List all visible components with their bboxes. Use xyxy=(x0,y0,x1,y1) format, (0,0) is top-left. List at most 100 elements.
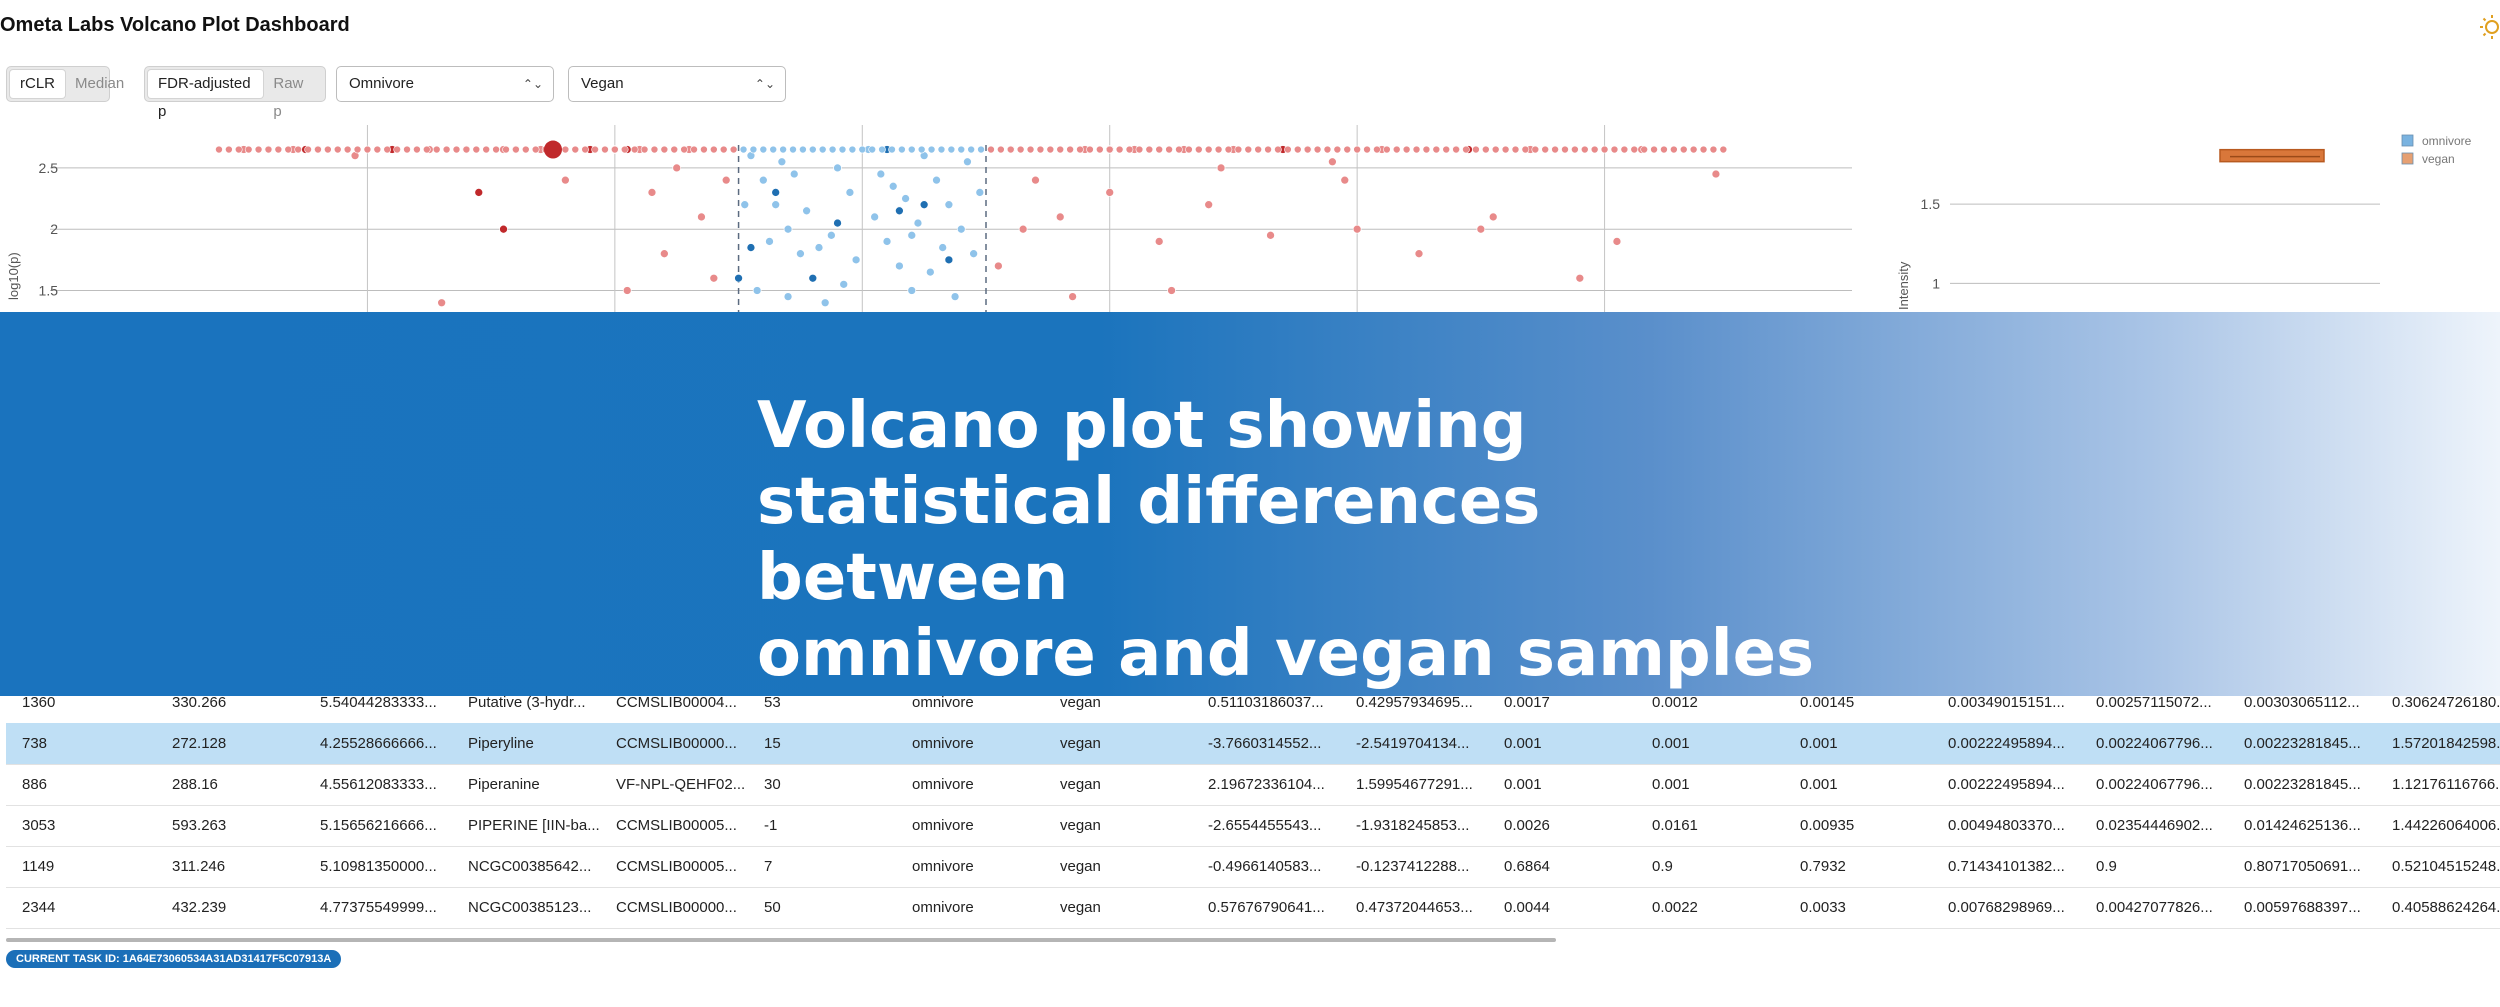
data-point[interactable] xyxy=(828,145,837,154)
group2-select[interactable]: Vegan ⌃⌄ xyxy=(568,66,786,102)
data-point[interactable] xyxy=(1580,145,1589,154)
data-point[interactable] xyxy=(907,286,917,295)
data-point[interactable] xyxy=(839,280,849,289)
data-point[interactable] xyxy=(975,188,985,197)
pvalue-option-raw[interactable]: Raw p xyxy=(273,75,304,120)
data-point[interactable] xyxy=(783,224,793,234)
data-point[interactable] xyxy=(472,145,481,154)
data-point[interactable] xyxy=(901,194,910,203)
data-point[interactable] xyxy=(1689,145,1698,154)
data-point[interactable] xyxy=(882,237,892,246)
data-point[interactable] xyxy=(502,145,510,154)
data-point[interactable] xyxy=(721,175,731,185)
data-point[interactable] xyxy=(647,188,657,197)
data-point[interactable] xyxy=(888,181,898,191)
selected-data-point[interactable] xyxy=(544,140,562,159)
table-row[interactable]: 1360 330.266 5.54044283333... Putative (3-h… xyxy=(6,682,2500,724)
data-point[interactable] xyxy=(324,145,332,154)
data-point[interactable] xyxy=(1154,237,1164,246)
data-point[interactable] xyxy=(818,145,827,154)
data-point[interactable] xyxy=(294,145,302,154)
data-point[interactable] xyxy=(944,200,954,210)
data-point[interactable] xyxy=(1442,145,1451,154)
table-horizontal-scrollbar[interactable] xyxy=(6,938,1556,942)
data-point[interactable] xyxy=(1266,230,1275,240)
data-point[interactable] xyxy=(1488,212,1498,222)
data-point[interactable] xyxy=(710,145,718,154)
data-point[interactable] xyxy=(383,145,392,154)
data-point[interactable] xyxy=(640,145,649,154)
data-point[interactable] xyxy=(1630,145,1639,154)
data-point[interactable] xyxy=(987,145,995,154)
data-point[interactable] xyxy=(620,145,629,154)
data-point[interactable] xyxy=(700,145,708,154)
data-point[interactable] xyxy=(838,145,847,154)
data-point[interactable] xyxy=(244,145,253,154)
data-point[interactable] xyxy=(482,145,490,154)
data-point[interactable] xyxy=(870,212,880,222)
data-point[interactable] xyxy=(225,145,233,154)
data-point[interactable] xyxy=(1016,145,1025,154)
data-point[interactable] xyxy=(848,145,857,154)
data-point[interactable] xyxy=(264,145,273,154)
data-point[interactable] xyxy=(442,145,451,154)
data-point[interactable] xyxy=(571,145,580,154)
data-point[interactable] xyxy=(672,163,682,173)
data-point[interactable] xyxy=(1323,145,1332,154)
data-point[interactable] xyxy=(868,145,876,154)
data-point[interactable] xyxy=(1293,145,1302,154)
data-point[interactable] xyxy=(808,145,817,154)
data-point[interactable] xyxy=(937,145,946,154)
data-point[interactable] xyxy=(1274,145,1282,154)
data-point[interactable] xyxy=(820,298,830,308)
data-point[interactable] xyxy=(1254,145,1262,154)
data-point[interactable] xyxy=(808,273,818,283)
data-point[interactable] xyxy=(521,145,530,154)
data-point[interactable] xyxy=(1031,175,1040,185)
data-point[interactable] xyxy=(895,261,904,271)
data-point[interactable] xyxy=(1491,145,1500,154)
data-point[interactable] xyxy=(1383,145,1391,154)
table-row[interactable]: 2344 432.239 4.77375549999... NCGC00385123.… xyxy=(6,887,2500,929)
data-point[interactable] xyxy=(759,145,768,154)
data-point[interactable] xyxy=(659,249,669,259)
data-point[interactable] xyxy=(1165,145,1173,154)
data-point[interactable] xyxy=(1501,145,1510,154)
data-point[interactable] xyxy=(1333,145,1342,154)
data-point[interactable] xyxy=(314,145,322,154)
data-point[interactable] xyxy=(284,145,293,154)
data-point[interactable] xyxy=(1068,292,1077,301)
data-point[interactable] xyxy=(1066,145,1074,154)
data-point[interactable] xyxy=(1531,145,1540,154)
data-point[interactable] xyxy=(878,145,886,154)
data-point[interactable] xyxy=(591,145,599,154)
data-point[interactable] xyxy=(1006,145,1015,154)
metric-option-median[interactable]: Median xyxy=(75,75,125,92)
data-point[interactable] xyxy=(1541,145,1549,154)
data-point[interactable] xyxy=(1343,145,1352,154)
metric-option-rclr[interactable]: rCLR xyxy=(10,70,66,98)
data-point[interactable] xyxy=(771,188,781,197)
data-point[interactable] xyxy=(343,145,352,154)
data-point[interactable] xyxy=(413,145,421,154)
data-point[interactable] xyxy=(950,292,960,301)
data-point[interactable] xyxy=(1719,145,1728,154)
data-point[interactable] xyxy=(499,224,508,234)
data-point[interactable] xyxy=(215,145,223,154)
data-point[interactable] xyxy=(765,237,774,246)
data-point[interactable] xyxy=(1590,145,1599,154)
data-point[interactable] xyxy=(1328,157,1337,167)
data-point[interactable] xyxy=(777,157,787,167)
data-point[interactable] xyxy=(1600,145,1609,154)
data-point[interactable] xyxy=(531,145,540,154)
data-point[interactable] xyxy=(492,145,500,154)
data-point[interactable] xyxy=(561,175,570,185)
data-point[interactable] xyxy=(789,169,799,179)
data-point[interactable] xyxy=(1612,237,1622,246)
data-point[interactable] xyxy=(1155,145,1163,154)
data-point[interactable] xyxy=(944,255,954,265)
data-point[interactable] xyxy=(1264,145,1272,154)
data-point[interactable] xyxy=(697,212,706,222)
data-point[interactable] xyxy=(1551,145,1559,154)
data-point[interactable] xyxy=(581,145,589,154)
